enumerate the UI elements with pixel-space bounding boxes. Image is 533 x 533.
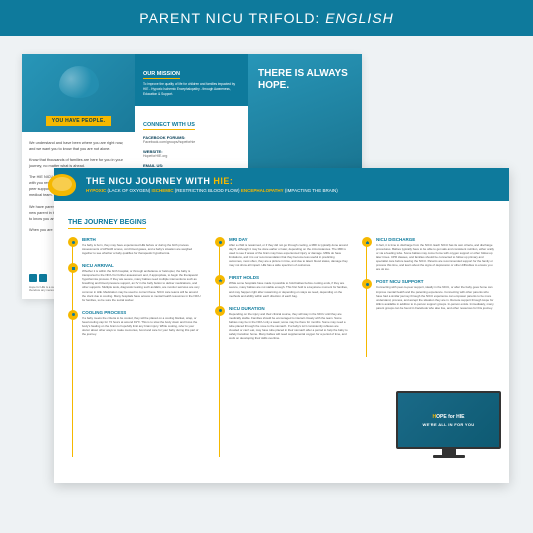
node-text: In fact, it is time to discharge from th… — [376, 243, 495, 271]
node-icon — [362, 237, 372, 247]
journey-title: THE NICU JOURNEY WITH HIE: — [66, 176, 497, 186]
stage: YOU HAVE PEOPLE. We understand and have … — [0, 36, 533, 72]
panel1-hero: YOU HAVE PEOPLE. — [22, 54, 135, 132]
node-text: Depending on the injury and their clinic… — [229, 312, 348, 340]
timeline-node: NICU ARRIVALWhether it is within the bir… — [82, 263, 201, 302]
facebook-icon[interactable] — [29, 274, 37, 282]
node-icon — [68, 310, 78, 320]
node-title: NICU DISCHARGE — [376, 237, 495, 242]
twitter-icon[interactable] — [39, 274, 47, 282]
monitor-graphic: HOPE for HIE WE'RE ALL IN FOR YOU — [396, 391, 501, 461]
connect-value: HopeforHIE.org — [143, 154, 240, 158]
journey-body: THE JOURNEY BEGINS BIRTHIf a baby is bor… — [54, 201, 509, 469]
trifold-panel-2: THE NICU JOURNEY WITH HIE: HYPOXIC (LACK… — [54, 168, 509, 483]
node-text: After a child is rewarmed, or if they di… — [229, 243, 348, 267]
connect-item: WEBSITE:HopeforHIE.org — [143, 149, 240, 158]
timeline-node: MRI DAYAfter a child is rewarmed, or if … — [229, 237, 348, 267]
journey-begins-heading: THE JOURNEY BEGINS — [68, 219, 146, 229]
journey-col-2: MRI DAYAfter a child is rewarmed, or if … — [215, 237, 348, 457]
node-text: While some hospitals have made it possib… — [229, 281, 348, 297]
timeline-node: FIRST HOLDSWhile some hospitals have mad… — [229, 275, 348, 297]
timeline-node: COOLING PROCESSIf a baby meets the crite… — [82, 310, 201, 336]
mission-heading: OUR MISSION — [143, 71, 180, 79]
node-text: Whether it is within the birth hospital,… — [82, 269, 201, 302]
header-title-pre: PARENT NICU TRIFOLD: — [139, 10, 325, 26]
node-text: Connecting with peer-to-peer support, id… — [376, 285, 495, 309]
node-text: If a baby is born, they may have experie… — [82, 243, 201, 255]
page-header: PARENT NICU TRIFOLD: ENGLISH — [0, 0, 533, 36]
node-title: FIRST HOLDS — [229, 275, 348, 280]
timeline-line — [219, 241, 220, 457]
node-title: BIRTH — [82, 237, 201, 242]
connect-value: Facebook.com/groups/hopeforhie — [143, 140, 240, 144]
monitor-screen: HOPE for HIE WE'RE ALL IN FOR YOU — [396, 391, 501, 449]
journey-subtitle: HYPOXIC (LACK OF OXYGEN) ISCHEMIC (RESTR… — [66, 188, 497, 193]
node-icon — [215, 306, 225, 316]
timeline-node: NICU DURATIONDepending on the injury and… — [229, 306, 348, 340]
node-title: NICU ARRIVAL — [82, 263, 201, 268]
node-title: NICU DURATION — [229, 306, 348, 311]
monitor-base — [433, 455, 465, 458]
journey-col-1: BIRTHIf a baby is born, they may have ex… — [68, 237, 201, 457]
hope-logo: HOPE for HIE — [433, 414, 465, 420]
hope-title: THERE IS ALWAYS HOPE. — [258, 68, 352, 92]
timeline-line — [366, 241, 367, 357]
timeline-line — [72, 241, 73, 457]
node-icon — [68, 263, 78, 273]
connect-heading: CONNECT WITH US — [143, 122, 195, 130]
p1-para: We understand and have been where you ar… — [29, 140, 128, 152]
node-icon — [68, 237, 78, 247]
hope-tagline: WE'RE ALL IN FOR YOU — [423, 422, 475, 427]
node-title: MRI DAY — [229, 237, 348, 242]
journey-header: THE NICU JOURNEY WITH HIE: HYPOXIC (LACK… — [54, 168, 509, 201]
timeline-node: POST NICU SUPPORTConnecting with peer-to… — [376, 279, 495, 309]
node-icon — [215, 275, 225, 285]
mission-text: To improve the quality of life for child… — [143, 82, 240, 96]
node-icon — [362, 279, 372, 289]
timeline-node: NICU DISCHARGEIn fact, it is time to dis… — [376, 237, 495, 271]
timeline-node: BIRTHIf a baby is born, they may have ex… — [82, 237, 201, 255]
node-title: POST NICU SUPPORT — [376, 279, 495, 284]
you-have-people-banner: YOU HAVE PEOPLE. — [46, 116, 112, 126]
node-text: If a baby meets the criteria to be coole… — [82, 316, 201, 336]
mission-block: OUR MISSION To improve the quality of li… — [135, 54, 248, 106]
connect-item: FACEBOOK FORUMS:Facebook.com/groups/hope… — [143, 135, 240, 144]
brain-icon — [48, 174, 76, 196]
node-icon — [215, 237, 225, 247]
node-title: COOLING PROCESS — [82, 310, 201, 315]
header-title-em: ENGLISH — [325, 10, 393, 26]
